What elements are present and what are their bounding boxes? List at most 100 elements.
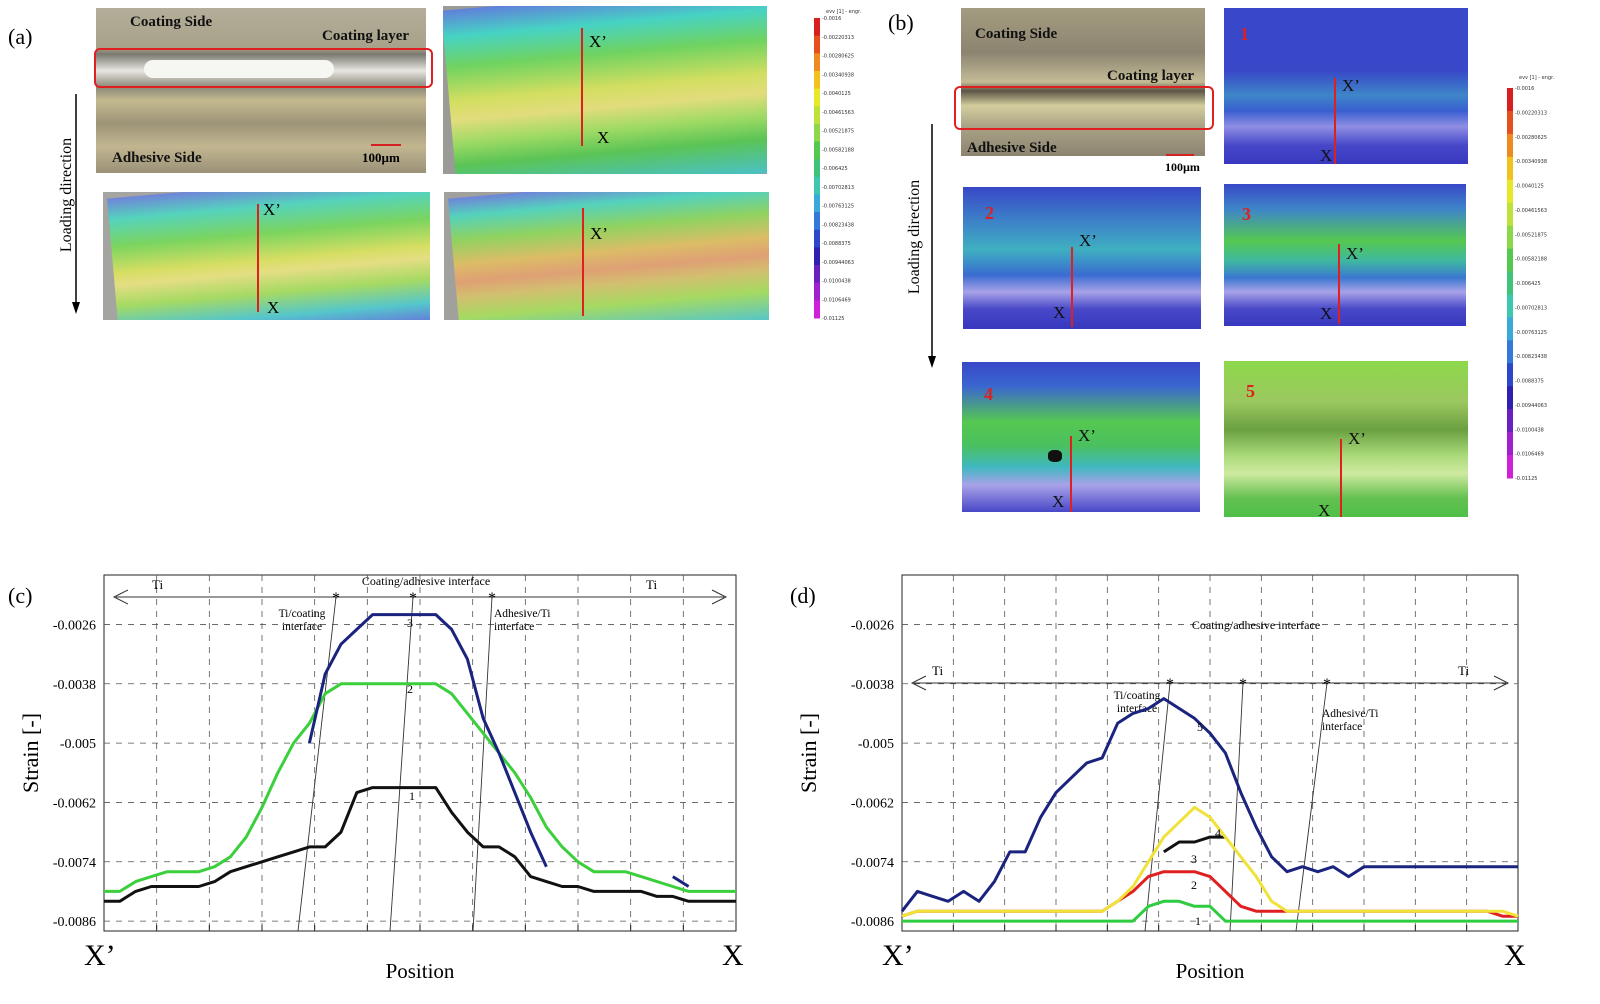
colorbar-swatch xyxy=(1507,455,1513,479)
micrograph-a3: X’ X xyxy=(103,192,430,320)
interface-line xyxy=(472,596,493,932)
colorbar-tick-label: -0.00521875 xyxy=(1515,232,1547,238)
section-line-b4 xyxy=(1070,436,1072,512)
colorbar-swatch xyxy=(1507,294,1513,318)
x-b4: X xyxy=(1052,492,1065,511)
coating-gap-a1 xyxy=(144,60,334,78)
ti-label-right: Ti xyxy=(1458,663,1469,678)
coating-adhesive-interface-label: Coating/adhesive interface xyxy=(362,574,490,588)
colorbar-swatch xyxy=(1507,340,1513,364)
colorbar-swatch xyxy=(1507,133,1513,158)
colorbar-tick-label: -0.00461563 xyxy=(822,110,854,116)
colorbar-tick-label: -0.00280625 xyxy=(1515,135,1547,141)
loading-arrow-a xyxy=(72,94,80,314)
colorbar-tick-label: -0.0040125 xyxy=(1515,184,1544,190)
colorbar-tick-label: -0.01125 xyxy=(1515,476,1537,482)
x-start-label: X’ xyxy=(882,939,914,972)
colorbar-tick-label: -0.0088375 xyxy=(822,241,851,247)
ti-label-left: Ti xyxy=(152,577,163,592)
y-tick-label: -0.0086 xyxy=(851,915,894,930)
loading-arrow-b xyxy=(928,124,936,368)
y-tick-label: -0.0062 xyxy=(53,796,96,811)
colorbar-swatch xyxy=(1507,363,1513,387)
scale-bar-b xyxy=(1166,154,1194,156)
micrograph-b4: 4 X’ X xyxy=(962,362,1200,512)
loading-direction-label-a: Loading direction xyxy=(58,137,75,253)
micrograph-a1: Coating Side Coating layer Adhesive Side… xyxy=(96,8,426,173)
y-axis-label: Strain [-] xyxy=(18,713,43,793)
series-label-1: 1 xyxy=(1195,914,1201,928)
colorbar-swatch xyxy=(1507,248,1513,273)
interface-line xyxy=(1229,682,1244,932)
interface-marker: * xyxy=(1166,676,1174,693)
adhesive-side-a: Adhesive Side xyxy=(112,150,202,166)
micrograph-b1: 1 X’ X xyxy=(1224,8,1468,164)
interface-line xyxy=(297,596,337,932)
x-prime-a3: X’ xyxy=(263,200,281,219)
interface-marker: * xyxy=(332,590,340,607)
x-prime-b4: X’ xyxy=(1078,426,1096,445)
series-line-1 xyxy=(104,786,736,903)
coating-layer-b: Coating layer xyxy=(1107,68,1195,84)
colorbar-tick-label: -0.0106469 xyxy=(822,297,851,303)
y-tick-label: -0.0026 xyxy=(53,618,96,633)
colorbar-tick-label: -0.0100438 xyxy=(1515,427,1544,433)
colorbar-tick-label: -0.00582188 xyxy=(1515,257,1547,263)
y-tick-label: -0.0086 xyxy=(53,915,96,930)
micrograph-b2: 2 X’ X xyxy=(963,187,1201,329)
colorbar-tick-label: -0.00823438 xyxy=(1515,354,1547,360)
colorbar-tick-label: -0.0088375 xyxy=(1515,379,1544,385)
colorbar-swatch xyxy=(814,247,820,266)
micrograph-b3: 3 X’ X xyxy=(1224,184,1466,326)
scale-bar-a xyxy=(371,144,401,146)
chart-d: (d) -0.0026 -0.0038 -0.005 -0.0062 -0.0074 -0.… xyxy=(790,574,1526,983)
colorbar-tick-label: -0.0016 xyxy=(1515,86,1534,92)
section-line-a4 xyxy=(582,208,584,316)
y-tick-label: -0.0038 xyxy=(53,678,96,693)
series-line-3 xyxy=(307,613,548,868)
colorbar-swatch xyxy=(814,18,820,37)
section-line-b2 xyxy=(1071,247,1073,327)
section-line-b3 xyxy=(1338,244,1340,324)
x-b5: X xyxy=(1318,501,1331,517)
x-start-label: X’ xyxy=(84,939,116,972)
colorbar-tick-label: -0.00461563 xyxy=(1515,208,1547,214)
stage-number-4: 4 xyxy=(984,384,993,404)
scale-bar-label-b: 100µm xyxy=(1165,160,1200,174)
colorbar-tick-label: -0.01125 xyxy=(822,316,844,322)
panel-label-a: (a) xyxy=(8,24,33,49)
colorbar-tick-label: -0.00280625 xyxy=(822,54,854,60)
x-prime-a2: X’ xyxy=(589,32,607,51)
series-line-2 xyxy=(104,682,736,893)
colorbar-tick-label: -0.0106469 xyxy=(1515,452,1544,458)
series-line-5 xyxy=(900,697,1518,913)
panel-label-b: (b) xyxy=(888,10,914,35)
colorbar-swatch xyxy=(814,229,820,248)
section-line-b1 xyxy=(1334,78,1336,164)
stage-number-3: 3 xyxy=(1242,204,1251,224)
colorbar-swatch xyxy=(1507,156,1513,181)
highlight-box-a xyxy=(94,48,433,88)
interface-marker: * xyxy=(1239,676,1247,693)
colorbar-tick-label: -0.0100438 xyxy=(822,279,851,285)
series-label-3: 3 xyxy=(407,616,413,630)
interface-marker: * xyxy=(409,590,417,607)
x-prime-b2: X’ xyxy=(1079,231,1097,250)
colorbar-swatch xyxy=(814,123,820,143)
colorbar-swatch xyxy=(814,106,820,125)
colorbar-swatch xyxy=(1507,386,1513,410)
highlight-box-b xyxy=(954,86,1214,130)
ti-label-left: Ti xyxy=(932,663,943,678)
colorbar-swatch xyxy=(814,88,820,107)
colorbar-tick-label: -0.00340938 xyxy=(1515,159,1547,165)
y-tick-label: -0.0038 xyxy=(851,678,894,693)
series-line-1 xyxy=(902,899,1518,923)
x-a2: X xyxy=(597,128,610,147)
interface-marker: * xyxy=(488,590,496,607)
arrowhead-left xyxy=(910,675,927,691)
colorbar-swatch xyxy=(814,300,820,319)
x-end-label: X xyxy=(1504,939,1526,972)
colorbar-tick-label: -0.00823438 xyxy=(822,222,854,228)
coating-adhesive-interface-label: Coating/adhesive interface xyxy=(1192,618,1320,632)
colorbar-tick-label: -0.00944063 xyxy=(822,260,854,266)
